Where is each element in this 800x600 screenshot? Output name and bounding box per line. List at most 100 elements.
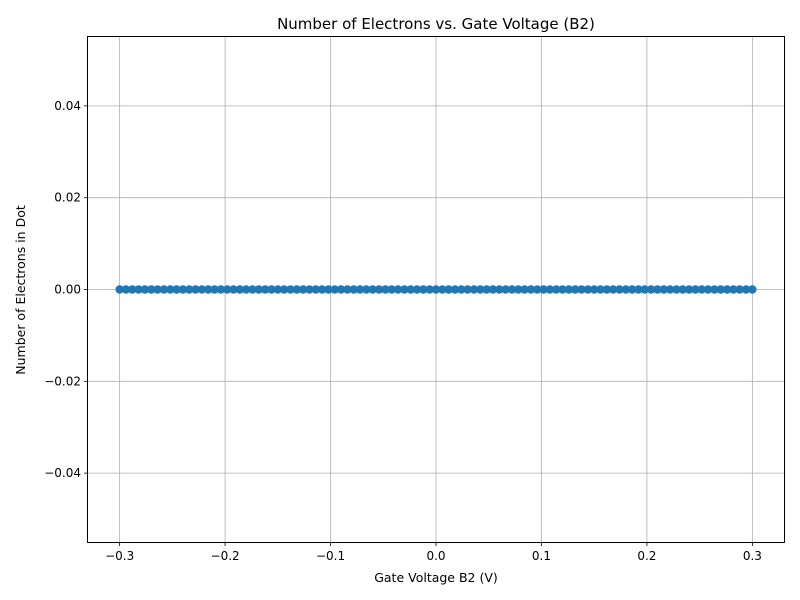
data-point (305, 285, 314, 294)
data-point (279, 285, 289, 294)
data-point (552, 285, 561, 294)
data-point (260, 285, 270, 294)
series-layer (115, 285, 757, 294)
data-point (349, 285, 358, 294)
data-point (153, 285, 162, 294)
data-point (558, 285, 567, 294)
data-point (248, 285, 257, 294)
data-point (564, 285, 574, 294)
data-point (488, 285, 498, 294)
data-point (710, 285, 719, 294)
x-tick-label: 0.1 (532, 549, 551, 563)
data-point (393, 285, 403, 294)
data-point (608, 285, 618, 294)
x-tick-label: −0.3 (105, 549, 134, 563)
data-point (362, 285, 371, 294)
data-point (678, 285, 687, 294)
data-point (729, 285, 738, 294)
data-point (526, 285, 536, 294)
data-point (545, 285, 555, 294)
data-point (583, 285, 593, 294)
data-point (273, 285, 283, 294)
data-point (343, 285, 352, 294)
data-point (596, 285, 605, 294)
data-point (722, 285, 732, 294)
data-point (223, 285, 232, 294)
data-point (121, 285, 131, 294)
data-point (292, 285, 301, 294)
data-point (507, 285, 517, 294)
data-point (659, 285, 668, 294)
data-point (298, 285, 308, 294)
data-point (324, 285, 333, 294)
data-point (210, 285, 219, 294)
data-point (457, 285, 466, 294)
data-point (166, 285, 175, 294)
data-point (653, 285, 662, 294)
data-point (425, 285, 434, 294)
data-point (311, 285, 320, 294)
data-point (254, 285, 264, 294)
chart-title: Number of Electrons vs. Gate Voltage (B2… (277, 15, 595, 33)
data-point (355, 285, 365, 294)
data-point (482, 285, 491, 294)
data-point (533, 285, 542, 294)
data-point (172, 285, 181, 294)
data-point (368, 285, 377, 294)
data-point (267, 285, 276, 294)
x-tick-label: 0.2 (637, 549, 656, 563)
x-tick-label: −0.1 (316, 549, 345, 563)
data-point (735, 285, 744, 294)
data-point (640, 285, 649, 294)
data-point (330, 285, 339, 294)
data-point (147, 285, 156, 294)
data-point (476, 285, 485, 294)
data-point (602, 285, 612, 294)
y-tick-label: −0.02 (44, 374, 81, 388)
x-tick-label: 0.0 (426, 549, 445, 563)
data-point (463, 285, 472, 294)
data-point (697, 285, 706, 294)
y-tick-label: 0.04 (54, 99, 81, 113)
data-point (400, 285, 409, 294)
data-point (571, 285, 580, 294)
data-point (191, 285, 200, 294)
data-point (197, 285, 207, 294)
data-point (520, 285, 529, 294)
data-point (469, 285, 479, 294)
data-point (115, 285, 124, 294)
data-point (419, 285, 428, 294)
x-axis-label: Gate Voltage B2 (V) (374, 570, 498, 585)
data-point (204, 285, 213, 294)
data-point (589, 285, 599, 294)
data-point (317, 285, 327, 294)
data-point (621, 285, 631, 294)
data-point (438, 285, 447, 294)
data-point (495, 285, 504, 294)
data-point (444, 285, 453, 294)
y-tick-label: 0.02 (54, 191, 81, 205)
data-point (627, 285, 637, 294)
data-point (665, 285, 675, 294)
data-point (140, 285, 150, 294)
data-point (646, 285, 656, 294)
data-point (134, 285, 143, 294)
data-point (634, 285, 643, 294)
data-point (381, 285, 390, 294)
y-tick-layer: 0.04 0.02 0.00 −0.02 −0.04 (44, 99, 88, 480)
data-point (741, 285, 751, 294)
data-point (514, 285, 523, 294)
data-point (615, 285, 624, 294)
y-tick-label: 0.00 (54, 283, 81, 297)
data-point (406, 285, 415, 294)
data-point (241, 285, 251, 294)
x-tick-label: −0.2 (211, 549, 240, 563)
data-point (450, 285, 460, 294)
data-point (235, 285, 245, 294)
data-point (501, 285, 510, 294)
data-point (431, 285, 441, 294)
y-axis-label: Number of Electrons in Dot (13, 205, 28, 375)
data-point (691, 285, 700, 294)
data-point (336, 285, 346, 294)
